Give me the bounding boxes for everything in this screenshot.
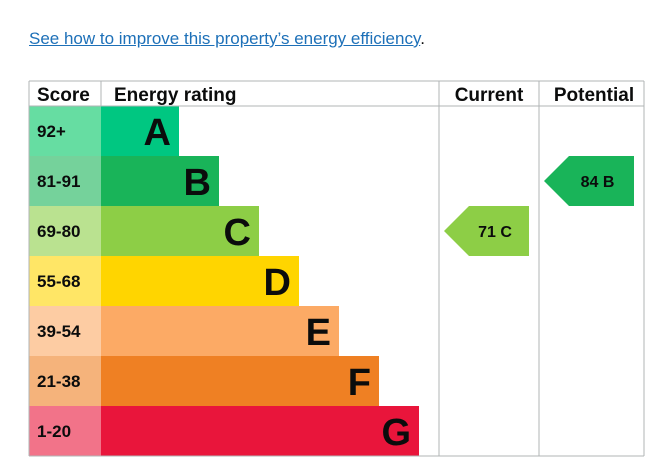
header-current: Current [455, 85, 524, 106]
improve-efficiency-line: See how to improve this property’s energ… [29, 29, 425, 49]
rating-bar-d [101, 256, 299, 306]
potential-rating-label: 84 B [581, 174, 615, 191]
rating-letter-c: C [224, 212, 251, 254]
rating-bar-a [101, 106, 179, 156]
score-range-e: 39-54 [37, 322, 81, 341]
rating-letter-e: E [306, 312, 331, 354]
score-cell-g [29, 406, 101, 456]
rating-bar-b [101, 156, 219, 206]
score-range-b: 81-91 [37, 172, 80, 191]
rating-bar-g [101, 406, 419, 456]
score-range-g: 1-20 [37, 422, 71, 441]
score-cell-a [29, 106, 101, 156]
score-range-f: 21-38 [37, 372, 80, 391]
rating-letter-g: G [381, 412, 411, 454]
rating-bar-e [101, 306, 339, 356]
rating-letter-b: B [184, 162, 211, 204]
current-rating-label: 71 C [478, 224, 512, 241]
link-suffix: . [420, 29, 425, 48]
header-potential: Potential [554, 85, 634, 106]
score-cell-b [29, 156, 101, 206]
header-energy-rating: Energy rating [114, 85, 236, 106]
rating-letter-d: D [264, 262, 291, 304]
current-rating-arrow [444, 206, 529, 256]
score-range-d: 55-68 [37, 272, 80, 291]
improve-efficiency-link[interactable]: See how to improve this property’s energ… [29, 29, 421, 48]
rating-bar-c [101, 206, 259, 256]
potential-rating-arrow [544, 156, 634, 206]
score-cell-d [29, 256, 101, 306]
rating-letter-a: A [144, 112, 171, 154]
score-range-c: 69-80 [37, 222, 80, 241]
score-cell-f [29, 356, 101, 406]
score-cell-c [29, 206, 101, 256]
header-score: Score [37, 85, 90, 106]
rating-letter-f: F [348, 362, 371, 404]
score-range-a: 92+ [37, 122, 66, 141]
rating-bar-f [101, 356, 379, 406]
score-cell-e [29, 306, 101, 356]
